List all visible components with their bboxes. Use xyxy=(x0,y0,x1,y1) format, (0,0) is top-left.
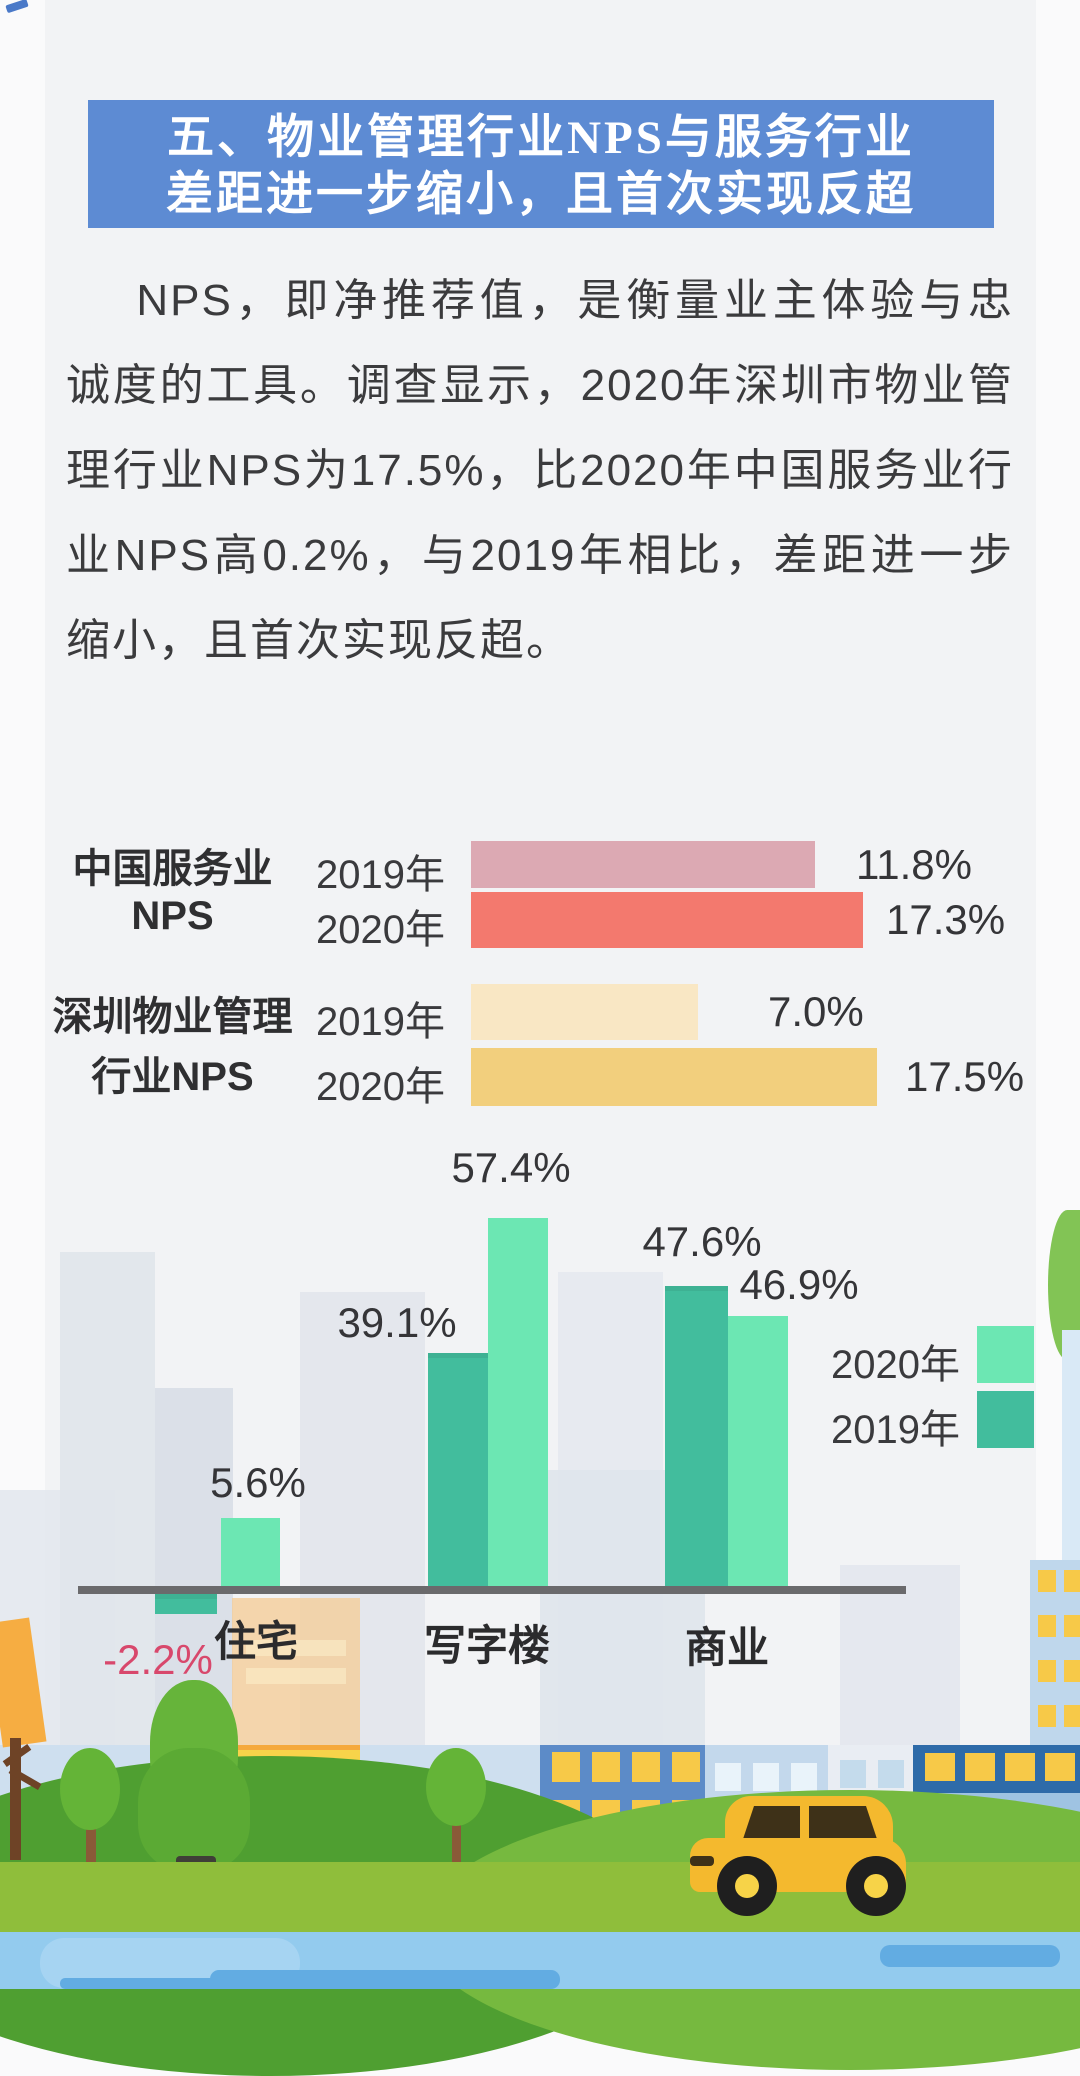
section-title-line1: 五、物业管理行业NPS与服务行业 xyxy=(167,112,915,164)
category-label: 写字楼 xyxy=(423,1622,550,1669)
h-group-label: NPS xyxy=(131,894,214,938)
v-bar xyxy=(155,1594,217,1614)
h-value-label: 17.5% xyxy=(905,1053,1025,1100)
v-value-label: 47.6% xyxy=(642,1218,762,1265)
legend-swatch xyxy=(977,1391,1034,1448)
h-year-label: 2020年 xyxy=(316,908,445,952)
intro-paragraph: NPS，即净推荐值，是衡量业主体验与忠诚度的工具。调查显示，2020年深圳市物业… xyxy=(66,276,1014,665)
h-bar xyxy=(471,841,815,888)
v-value-label: -2.2% xyxy=(103,1636,213,1683)
tree-crown xyxy=(426,1748,486,1826)
wheel-hub xyxy=(864,1874,888,1898)
h-bar xyxy=(471,1048,877,1106)
right-edge-building xyxy=(1030,1560,1080,1745)
river-wave xyxy=(210,1970,560,1989)
car-wheel-icon xyxy=(846,1856,906,1916)
grass-band xyxy=(0,1862,1080,1942)
tree-trunk xyxy=(10,1738,21,1860)
river-wave xyxy=(60,1978,290,1989)
h-value-label: 11.8% xyxy=(856,840,972,888)
corner-mark xyxy=(5,0,29,14)
v-bar xyxy=(665,1286,728,1586)
v-value-label: 57.4% xyxy=(451,1144,571,1191)
h-bar xyxy=(471,892,863,948)
h-value-label: 17.3% xyxy=(886,896,1006,943)
section-title-line2: 差距进一步缩小，且首次实现反超 xyxy=(166,169,916,221)
wheel-hub xyxy=(735,1874,759,1898)
h-year-label: 2019年 xyxy=(316,1000,445,1044)
blue-strip xyxy=(1062,1330,1080,1570)
category-label: 住宅 xyxy=(213,1618,298,1665)
h-year-label: 2019年 xyxy=(316,852,445,897)
x-axis-line xyxy=(78,1586,906,1594)
v-bar xyxy=(728,1316,788,1586)
tree-crown xyxy=(138,1748,250,1870)
v-value-label: 46.9% xyxy=(739,1261,859,1308)
legend-swatch xyxy=(977,1326,1034,1383)
building-silhouette xyxy=(840,1565,960,1745)
h-bar xyxy=(471,984,698,1040)
h-value-label: 7.0% xyxy=(768,988,864,1035)
tree-trunk xyxy=(452,1818,461,1874)
building-silhouette xyxy=(60,1252,155,1745)
tan-building-muted xyxy=(232,1598,360,1748)
v-bar xyxy=(221,1518,280,1586)
h-year-label: 2020年 xyxy=(316,1065,445,1109)
h-group-label: 行业NPS xyxy=(91,1055,254,1099)
v-bar xyxy=(488,1218,548,1586)
car-wheel-icon xyxy=(717,1856,777,1916)
h-group-label: 中国服务业 xyxy=(72,847,273,891)
building-window-stripe xyxy=(246,1668,346,1684)
v-bar xyxy=(428,1353,488,1586)
h-group-label: 深圳物业管理 xyxy=(52,995,293,1039)
legend-label: 2019年 xyxy=(831,1408,960,1452)
car-headlight xyxy=(690,1856,714,1866)
tree-crown xyxy=(60,1748,120,1830)
category-label: 商业 xyxy=(684,1624,769,1671)
section-title-banner: 五、物业管理行业NPS与服务行业 差距进一步缩小，且首次实现反超 xyxy=(88,100,994,228)
v-value-label: 5.6% xyxy=(210,1459,306,1506)
river-wave xyxy=(880,1945,1060,1967)
v-value-label: 39.1% xyxy=(337,1299,457,1346)
legend-label: 2020年 xyxy=(831,1343,960,1387)
car-window-pillar xyxy=(800,1806,809,1848)
tree-trunk xyxy=(86,1820,96,1876)
building-window-stripe xyxy=(246,1640,346,1656)
